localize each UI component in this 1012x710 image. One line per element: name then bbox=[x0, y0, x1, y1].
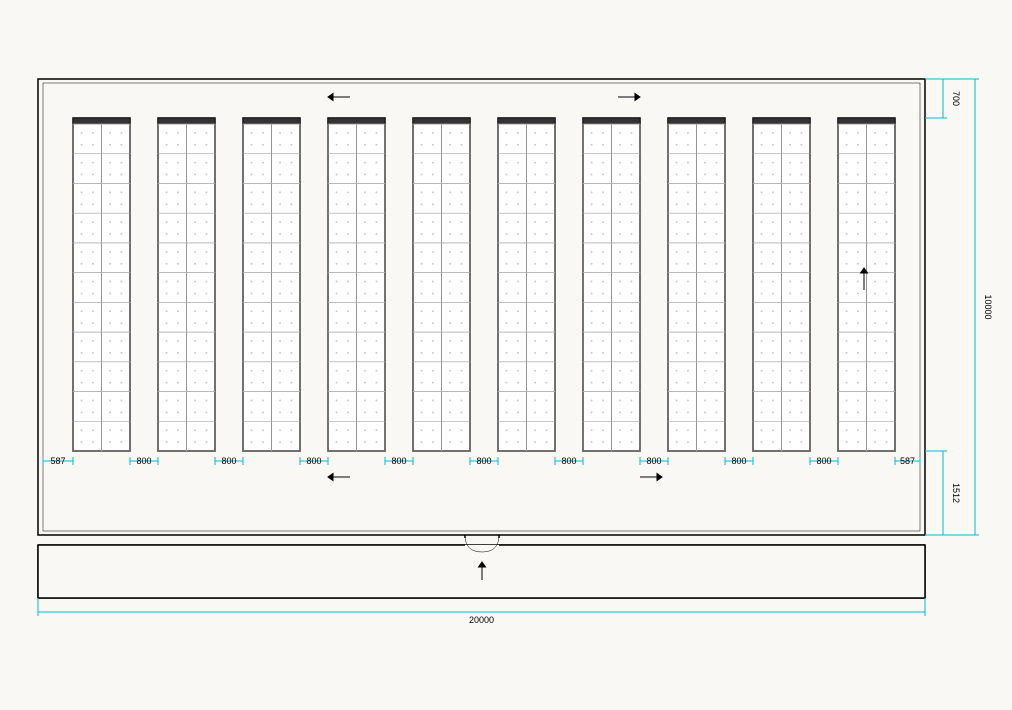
rack-9 bbox=[753, 118, 810, 451]
dimension-label: 800 bbox=[221, 456, 236, 466]
rack-7 bbox=[583, 118, 640, 451]
rack-1 bbox=[73, 118, 130, 451]
rack-6 bbox=[498, 118, 555, 451]
dimension-label: 800 bbox=[306, 456, 321, 466]
dimension-label: 800 bbox=[136, 456, 151, 466]
dimension-label: 800 bbox=[561, 456, 576, 466]
dimension-label: 587 bbox=[900, 456, 915, 466]
dimension-label: 800 bbox=[476, 456, 491, 466]
rack-10 bbox=[838, 118, 895, 451]
rack-4 bbox=[328, 118, 385, 451]
dimension-label: 587 bbox=[50, 456, 65, 466]
dimension-label: 800 bbox=[731, 456, 746, 466]
rack-5 bbox=[413, 118, 470, 451]
dimension-label: 800 bbox=[816, 456, 831, 466]
dimension-label: 10000 bbox=[983, 294, 993, 319]
floor-plan-drawing: 20000 10000 700 1512 587 800 800 800 800 800 800 80… bbox=[0, 0, 1012, 710]
rack-3 bbox=[243, 118, 300, 451]
dimension-label: 20000 bbox=[469, 615, 494, 625]
dimension-label: 1512 bbox=[951, 483, 961, 503]
rack-8 bbox=[668, 118, 725, 451]
dimension-label: 800 bbox=[646, 456, 661, 466]
dimension-label: 800 bbox=[391, 456, 406, 466]
rack-2 bbox=[158, 118, 215, 451]
dimension-label: 700 bbox=[951, 91, 961, 106]
